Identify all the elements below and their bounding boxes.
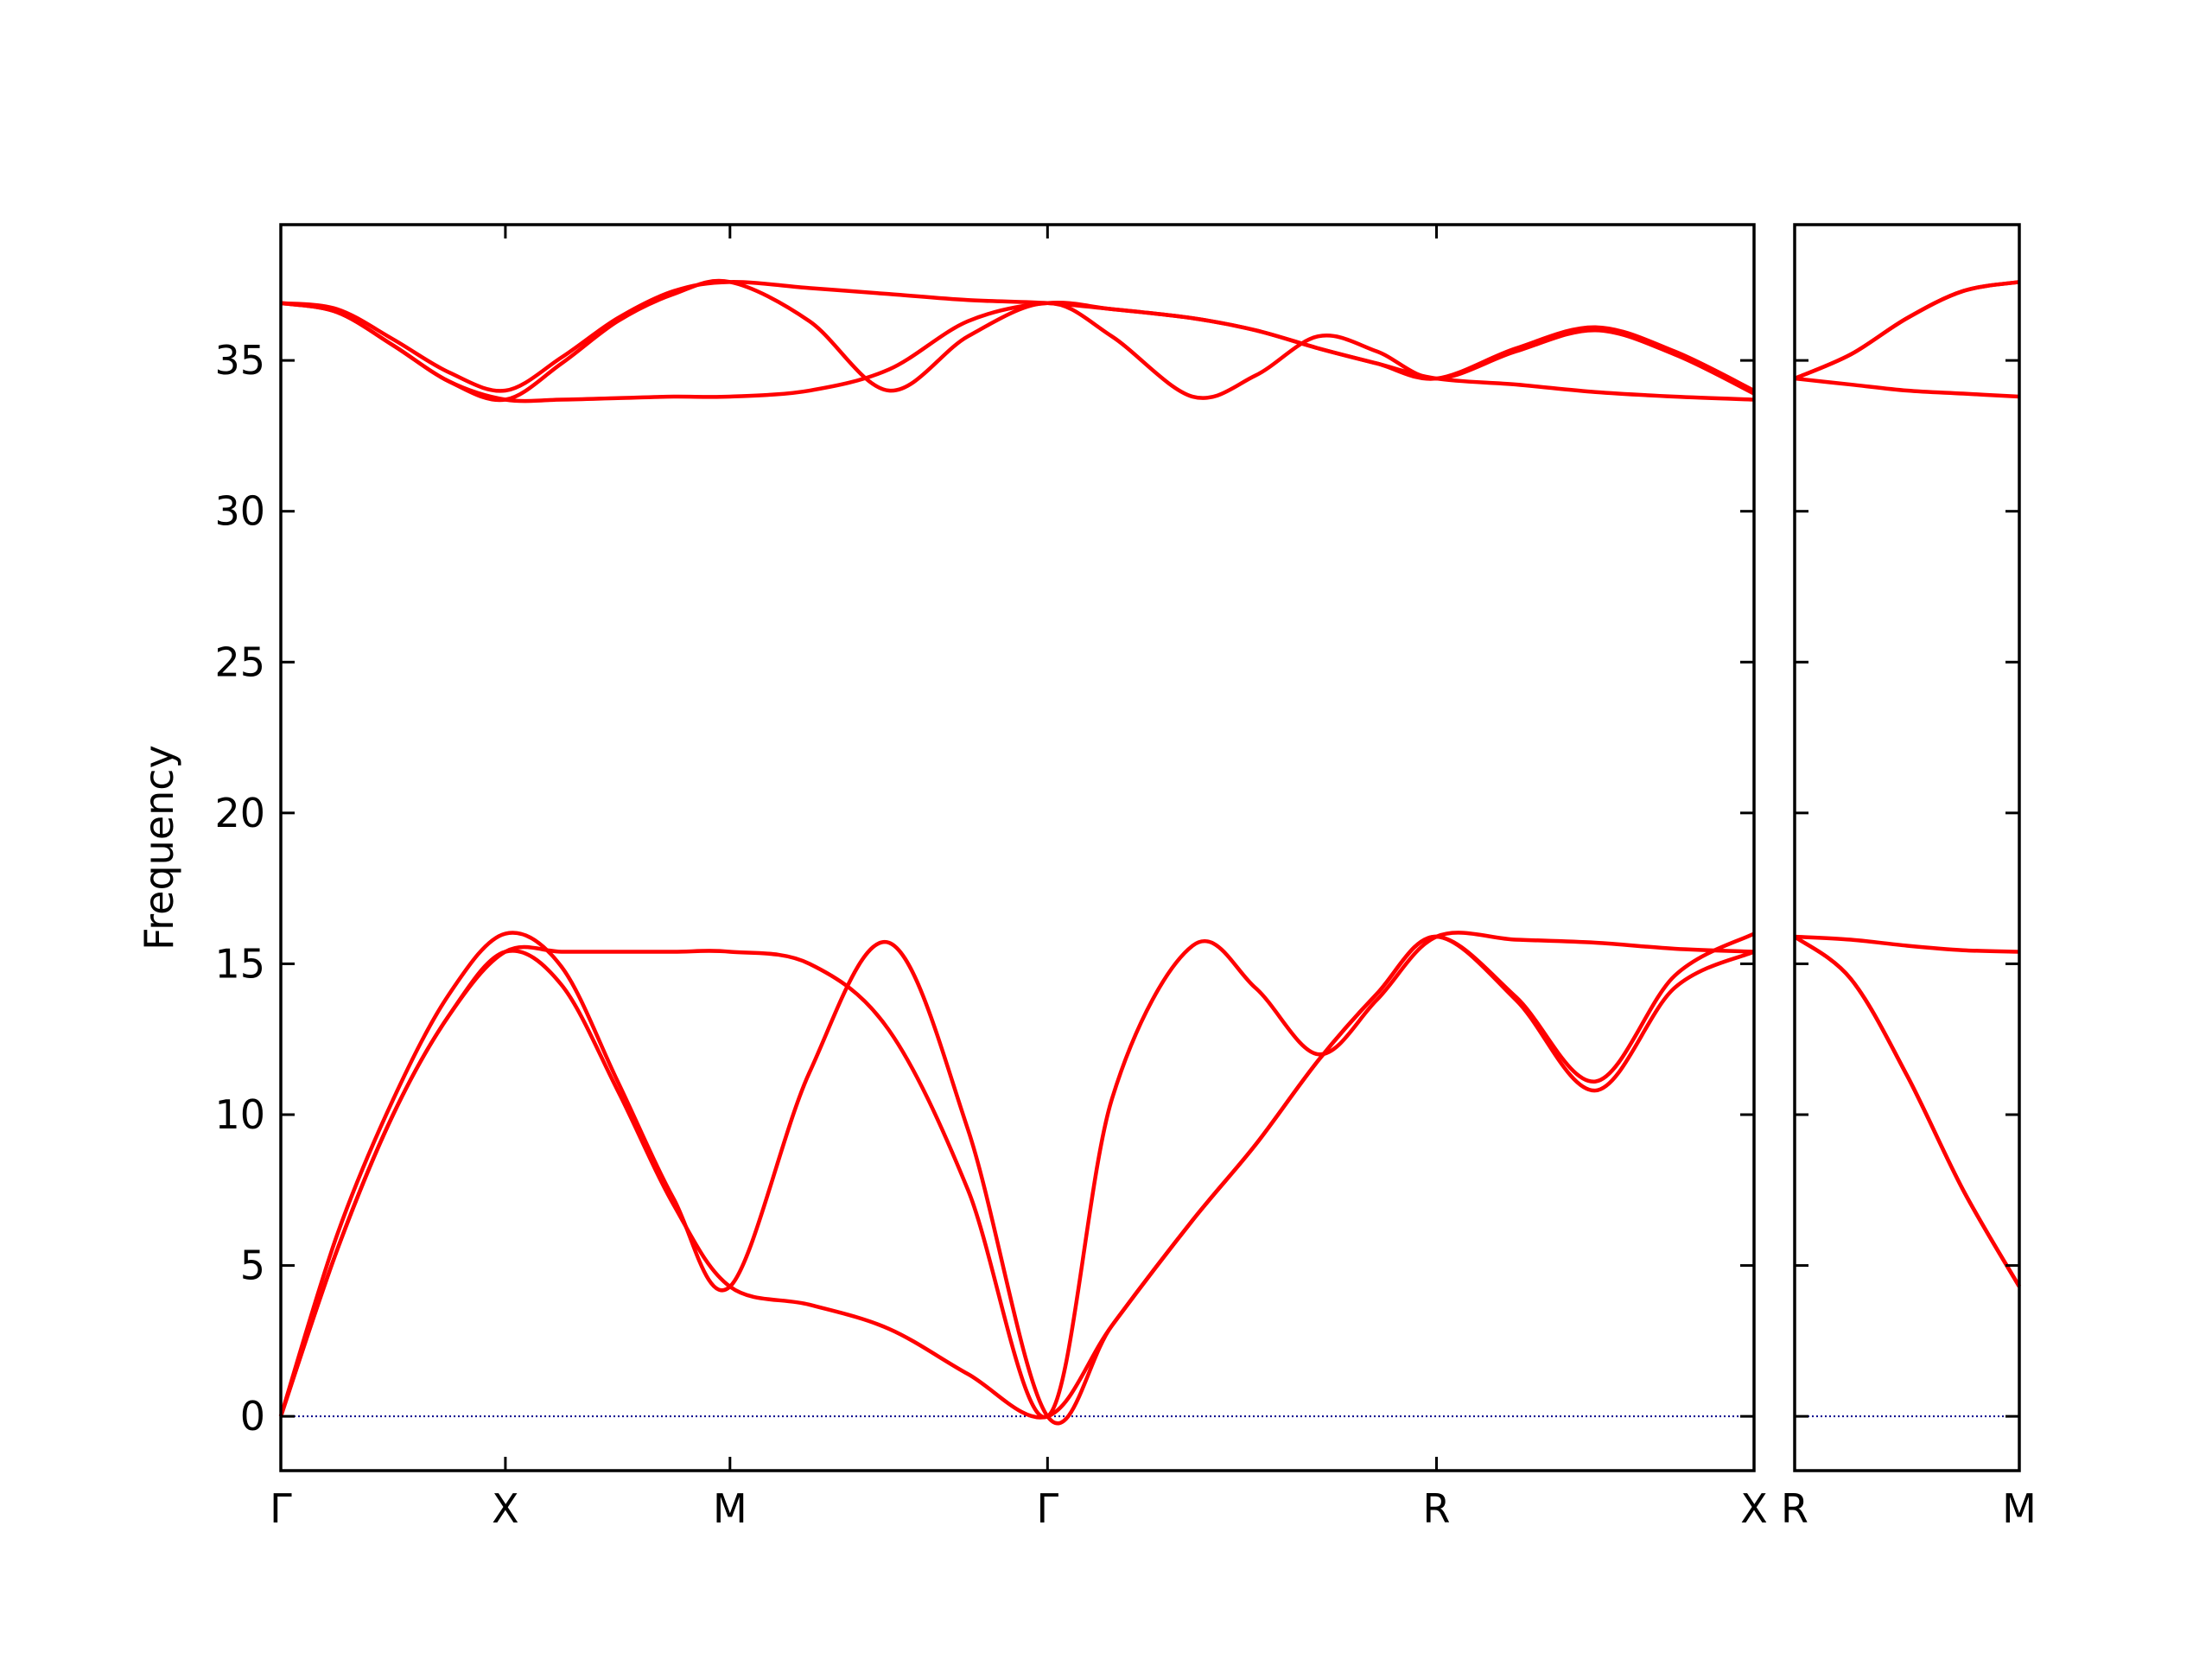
band-line [278, 931, 1756, 1426]
x-tick-label: Γ [1037, 1485, 1059, 1532]
x-tick-label: M [2002, 1485, 2037, 1532]
x-tick-label: X [492, 1485, 519, 1532]
y-axis-label: Frequency [136, 745, 182, 950]
y-tick-label: 30 [214, 488, 265, 535]
band-line [278, 931, 1755, 1420]
band-line [278, 934, 1755, 1420]
y-tick-label: 15 [214, 940, 265, 987]
x-tick-label: X [1740, 1485, 1768, 1532]
x-tick-label: M [713, 1485, 747, 1532]
y-tick-label: 35 [214, 337, 265, 384]
x-tick-label: R [1423, 1485, 1451, 1532]
y-tick-label: 0 [240, 1393, 265, 1440]
band-line [1794, 280, 2020, 381]
x-tick-label: Γ [270, 1485, 292, 1532]
y-tick-label: 10 [214, 1091, 265, 1138]
band-line [1794, 934, 2020, 954]
y-tick-label: 25 [214, 639, 265, 685]
band-line [1793, 935, 2021, 1288]
band-line [1793, 935, 2021, 1288]
band-line [280, 301, 1755, 404]
plot-frame [1793, 223, 2021, 1472]
band-line [280, 280, 1755, 393]
band-line [1794, 376, 2020, 399]
y-tick-label: 5 [240, 1243, 265, 1289]
y-tick-label: 20 [214, 790, 265, 836]
x-tick-label: R [1781, 1485, 1808, 1532]
plot-frame [279, 223, 1756, 1472]
